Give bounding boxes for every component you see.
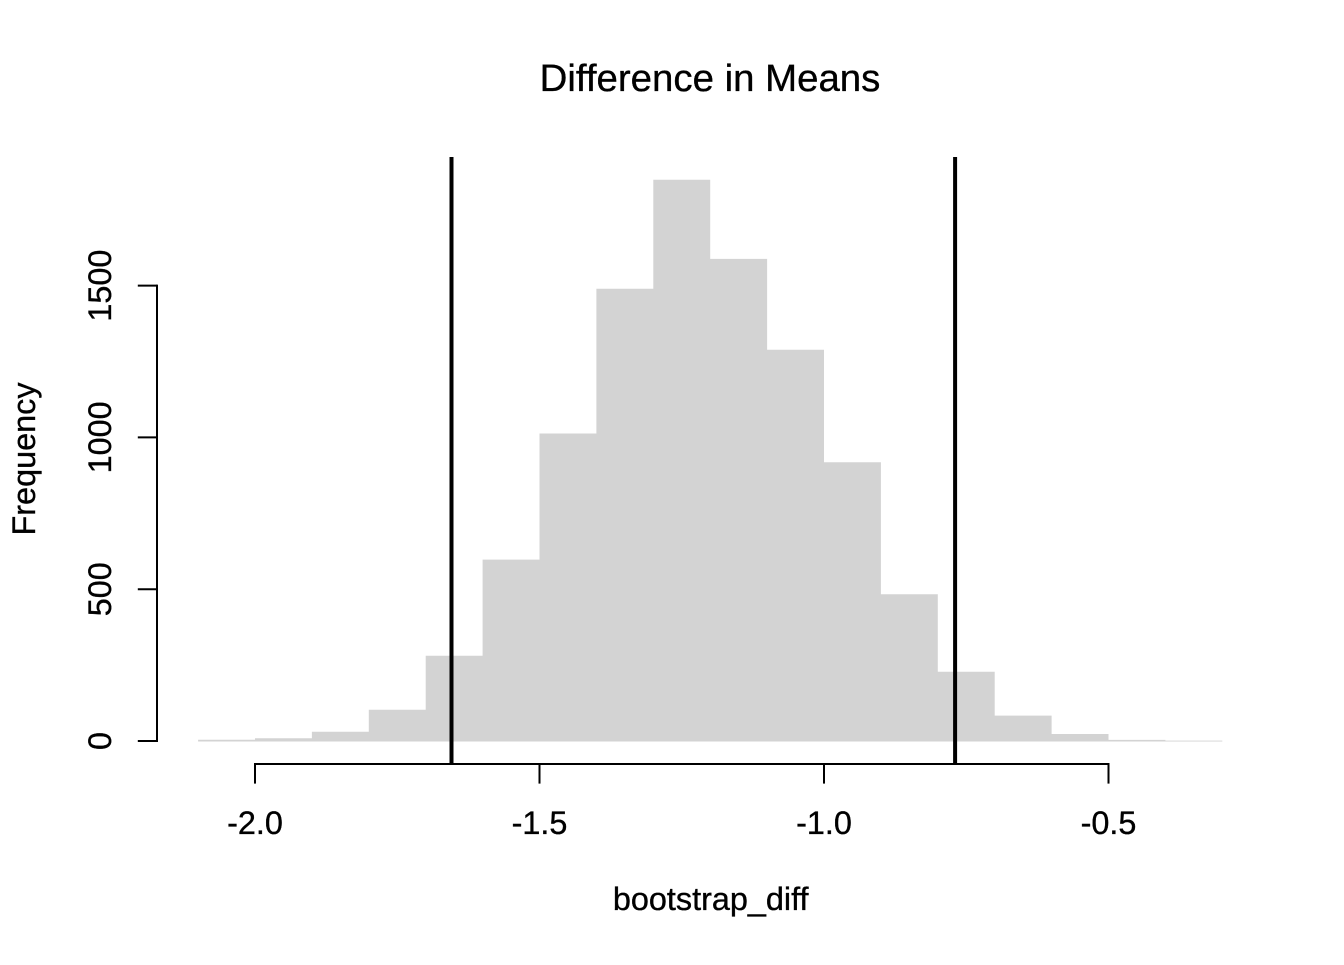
svg-text:1500: 1500 [82,250,118,322]
svg-text:-0.5: -0.5 [1081,805,1137,841]
svg-text:1000: 1000 [82,401,118,473]
svg-text:-2.0: -2.0 [227,805,283,841]
svg-text:-1.5: -1.5 [512,805,568,841]
svg-text:500: 500 [82,562,118,616]
svg-text:0: 0 [82,732,118,750]
svg-text:bootstrap_diff: bootstrap_diff [613,881,810,917]
svg-text:Frequency: Frequency [6,382,42,536]
svg-text:Difference in Means: Difference in Means [540,57,881,100]
svg-text:-1.0: -1.0 [796,805,852,841]
